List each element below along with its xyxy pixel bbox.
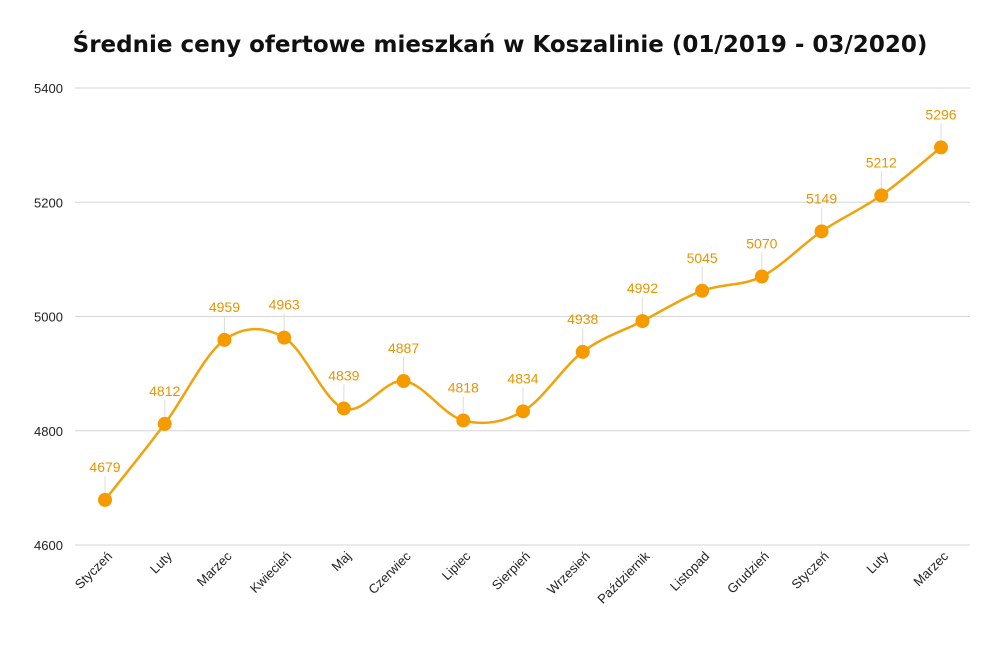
data-label-9: 4938 [567,311,598,327]
y-tick-label-4800: 4800 [34,424,63,439]
x-tick-label-10: Październik [594,548,652,606]
data-label-14: 5212 [866,154,897,170]
x-tick-label-6: Czerwiec [365,548,414,597]
data-point-3 [217,332,232,347]
y-axis-ticks: 4600 4800 5000 5200 5400 [34,81,63,553]
data-label-7: 4818 [448,379,479,395]
data-point-7 [456,413,471,428]
y-tick-label-4600: 4600 [34,538,63,553]
data-point-6 [396,374,411,389]
data-point-8 [516,404,530,419]
data-point-2 [157,416,172,431]
data-point-12 [754,269,769,284]
x-tick-label-12: Grudzień [724,549,772,597]
x-tick-label-4: Kwiecień [247,549,294,596]
data-labels: 4679 4812 4959 4963 4839 4887 4818 4834 4938 4992… [89,106,956,474]
chart-title: Średnie ceny ofertowe mieszkań w Koszali… [73,30,928,58]
data-point-1 [98,492,112,507]
y-tick-label-5000: 5000 [34,310,63,325]
data-point-10 [635,314,650,329]
x-tick-label-15: Marzec [910,548,951,589]
data-label-1: 4679 [89,459,120,475]
data-label-2: 4812 [149,383,180,399]
y-tick-label-5400: 5400 [34,81,63,96]
x-axis-ticks: Styczeń Luty Marzec Kwiecień Maj Czerwiec Lipi… [72,548,952,606]
data-label-5: 4839 [328,367,359,383]
x-tick-label-2: Luty [147,548,175,576]
data-point-4 [277,330,292,345]
data-label-4: 4963 [269,297,300,313]
x-tick-label-1: Styczeń [72,549,115,592]
y-tick-label-5200: 5200 [34,195,63,210]
data-label-6: 4887 [388,340,419,356]
data-label-13: 5149 [806,190,837,206]
x-tick-label-9: Wrzesień [544,549,593,598]
data-label-12: 5070 [746,236,777,252]
data-label-leaders [104,123,942,493]
data-label-15: 5296 [925,106,956,122]
data-point-5 [336,401,351,416]
data-point-11 [695,283,710,298]
data-label-3: 4959 [209,299,240,315]
x-tick-label-7: Lipiec [439,548,474,583]
data-point-14 [874,188,889,203]
data-label-11: 5045 [687,250,718,266]
data-label-10: 4992 [627,280,658,296]
x-tick-label-14: Luty [863,548,891,576]
grid-lines [75,87,970,546]
data-point-13 [814,224,829,239]
x-tick-label-5: Maj [329,548,354,573]
x-tick-label-13: Styczeń [788,549,831,592]
x-tick-label-3: Marzec [194,548,235,589]
data-point-15 [934,140,948,155]
data-point-9 [575,344,590,359]
x-tick-label-11: Listopad [667,549,712,594]
data-points [98,140,948,507]
x-tick-label-8: Sierpień [489,549,533,593]
data-label-8: 4834 [507,370,538,386]
